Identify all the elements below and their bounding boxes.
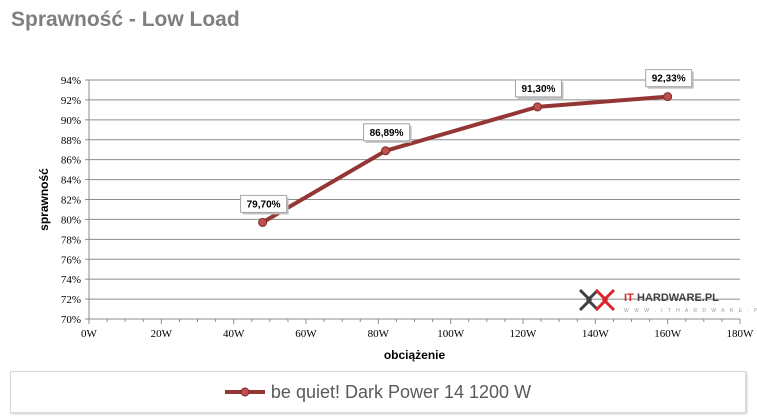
data-label: 92,33% [652, 74, 686, 85]
data-label-box [363, 123, 411, 142]
y-tick-label: 72% [61, 294, 81, 306]
data-label: 79,70% [247, 199, 281, 210]
x-tick-label: 40W [223, 328, 245, 340]
watermark-text: HARDWARE.PL [637, 292, 719, 304]
y-tick-label: 70% [61, 314, 81, 326]
y-tick-label: 86% [61, 155, 81, 167]
data-label: 91,30% [522, 84, 556, 95]
legend-line-marker [224, 387, 265, 397]
y-tick-label: 76% [61, 254, 81, 266]
y-tick-label: 88% [61, 135, 81, 147]
x-tick-label: 0W [81, 328, 98, 340]
series-line [261, 94, 668, 225]
legend-label: be quiet! Dark Power 14 1200 W [270, 381, 532, 402]
watermark-text: IT [624, 292, 634, 304]
y-tick-label: 78% [61, 234, 81, 246]
data-label: 86,89% [370, 128, 404, 139]
data-point [381, 146, 391, 156]
y-tick-label: 90% [61, 115, 81, 127]
y-tick-label: 82% [61, 195, 81, 207]
data-point [663, 92, 673, 102]
watermark-url: W W W . I T H A R D W A R E . P L [624, 308, 757, 314]
y-tick-label: 80% [61, 214, 81, 226]
y-tick-label: 92% [61, 95, 81, 107]
y-tick-label: 94% [61, 75, 81, 87]
x-tick-label: 180W [727, 328, 755, 340]
data-point [258, 217, 268, 227]
x-tick-label: 120W [510, 328, 538, 340]
x-tick-label: 60W [295, 328, 317, 340]
y-axis-label: sprawność [37, 168, 51, 231]
data-label-box [240, 194, 288, 213]
x-tick-label: 80W [368, 328, 390, 340]
x-axis-label: obciążenie [384, 348, 446, 362]
legend: be quiet! Dark Power 14 1200 W [10, 371, 746, 413]
x-tick-label: 160W [654, 328, 682, 340]
x-tick-label: 20W [151, 328, 173, 340]
watermark-logo [578, 288, 616, 312]
x-tick-label: 100W [437, 328, 465, 340]
y-tick-label: 84% [61, 175, 81, 187]
data-label-box [514, 79, 562, 98]
y-tick-label: 74% [61, 274, 81, 286]
data-label-box [645, 69, 693, 88]
x-tick-label: 140W [582, 328, 610, 340]
data-point [532, 102, 542, 112]
chart-title: Sprawność - Low Load [11, 8, 240, 31]
